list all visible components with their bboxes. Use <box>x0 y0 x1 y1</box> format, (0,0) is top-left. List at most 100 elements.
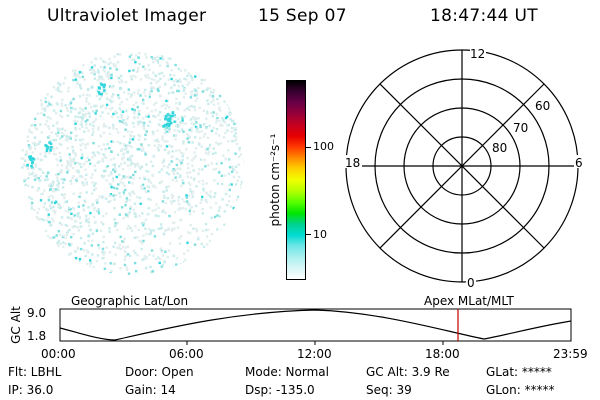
uv-speckle <box>121 148 124 151</box>
uv-speckle <box>147 64 150 67</box>
uv-speckle <box>181 155 184 158</box>
uv-speckle <box>49 237 52 240</box>
uv-speckle <box>185 196 189 199</box>
uv-speckle <box>82 204 85 207</box>
uv-speckle <box>139 202 142 205</box>
uv-speckle <box>151 185 154 188</box>
uv-speckle <box>176 172 179 175</box>
uv-speckle <box>160 105 163 108</box>
uv-speckle <box>155 81 158 84</box>
uv-speckle <box>157 79 160 83</box>
uv-speckle <box>195 204 198 208</box>
uv-speckle <box>110 73 113 76</box>
uv-speckle <box>82 64 85 67</box>
uv-speckle <box>162 74 165 78</box>
uv-speckle <box>149 181 153 184</box>
uv-speckle <box>135 195 139 199</box>
uv-speckle <box>73 152 76 155</box>
uv-speckle <box>158 170 161 174</box>
uv-speckle <box>231 139 234 143</box>
uv-speckle <box>35 144 38 147</box>
uv-speckle <box>57 202 60 206</box>
uv-speckle <box>166 140 169 143</box>
uv-speckle <box>85 181 88 185</box>
uv-speckle <box>134 215 138 218</box>
uv-speckle <box>205 182 208 185</box>
uv-speckle <box>192 227 195 230</box>
uv-speckle <box>187 72 190 75</box>
uv-speckle <box>105 103 109 107</box>
uv-speckle <box>197 130 201 134</box>
uv-speckle <box>167 106 171 109</box>
uv-speckle <box>169 242 172 245</box>
uv-speckle <box>140 247 143 251</box>
uv-speckle <box>84 254 87 258</box>
uv-speckle <box>167 185 170 188</box>
uv-speckle <box>197 142 201 145</box>
uv-speckle <box>91 232 95 235</box>
uv-speckle <box>50 217 54 220</box>
uv-speckle <box>96 161 100 164</box>
uv-speckle <box>91 121 95 124</box>
uv-speckle <box>84 143 87 147</box>
uv-speckle <box>104 155 107 158</box>
uv-speckle <box>156 129 159 132</box>
uv-speckle <box>124 144 128 147</box>
uv-speckle <box>55 158 58 161</box>
uv-speckle <box>132 125 136 128</box>
uv-speckle <box>195 229 199 233</box>
uv-speckle <box>124 204 127 207</box>
uv-speckle <box>138 176 142 180</box>
uv-speckle <box>102 215 105 218</box>
uv-speckle <box>212 89 216 92</box>
uv-speckle <box>142 98 145 102</box>
uv-speckle <box>215 113 219 116</box>
uv-speckle <box>158 118 162 122</box>
uv-speckle <box>200 145 203 148</box>
uv-speckle <box>92 215 96 219</box>
uv-speckle <box>223 223 226 227</box>
uv-speckle <box>118 243 121 247</box>
uv-speckle <box>134 212 137 216</box>
uv-bright-spot <box>162 125 165 128</box>
uv-speckle <box>88 158 91 162</box>
uv-speckle <box>147 113 151 117</box>
uv-speckle <box>175 102 178 105</box>
uv-speckle <box>92 184 96 187</box>
uv-speckle <box>194 117 197 120</box>
uv-speckle <box>237 175 241 179</box>
uv-speckle <box>132 135 136 138</box>
uv-speckle <box>202 189 205 192</box>
uv-speckle <box>89 228 92 232</box>
uv-speckle <box>147 170 150 173</box>
uv-speckle <box>123 143 126 146</box>
uv-speckle <box>88 112 91 115</box>
uv-speckle <box>141 259 144 262</box>
uv-speckle <box>218 215 221 218</box>
uv-speckle <box>53 211 57 215</box>
uv-speckle <box>127 158 130 162</box>
uv-speckle <box>97 126 100 129</box>
uv-speckle <box>152 86 155 89</box>
uv-speckle <box>151 164 154 168</box>
uv-speckle <box>66 114 70 117</box>
uv-speckle <box>134 101 138 104</box>
lat-label-80: 80 <box>492 141 507 155</box>
uv-speckle <box>87 102 91 105</box>
uv-speckle <box>40 158 44 161</box>
lat-label-70: 70 <box>513 121 528 135</box>
uv-speckle <box>205 191 208 195</box>
mlt-label-18: 18 <box>345 156 360 170</box>
uv-speckle <box>104 61 107 64</box>
uv-speckle <box>52 190 55 193</box>
uv-speckle <box>104 125 108 128</box>
uv-speckle <box>161 254 165 257</box>
uv-speckle <box>110 173 113 176</box>
uv-speckle <box>97 244 100 247</box>
uv-speckle <box>105 97 109 101</box>
uv-speckle <box>189 74 192 77</box>
uv-speckle <box>28 196 31 199</box>
uv-speckle <box>21 166 24 169</box>
uv-speckle <box>147 186 151 189</box>
uv-speckle <box>213 215 217 219</box>
